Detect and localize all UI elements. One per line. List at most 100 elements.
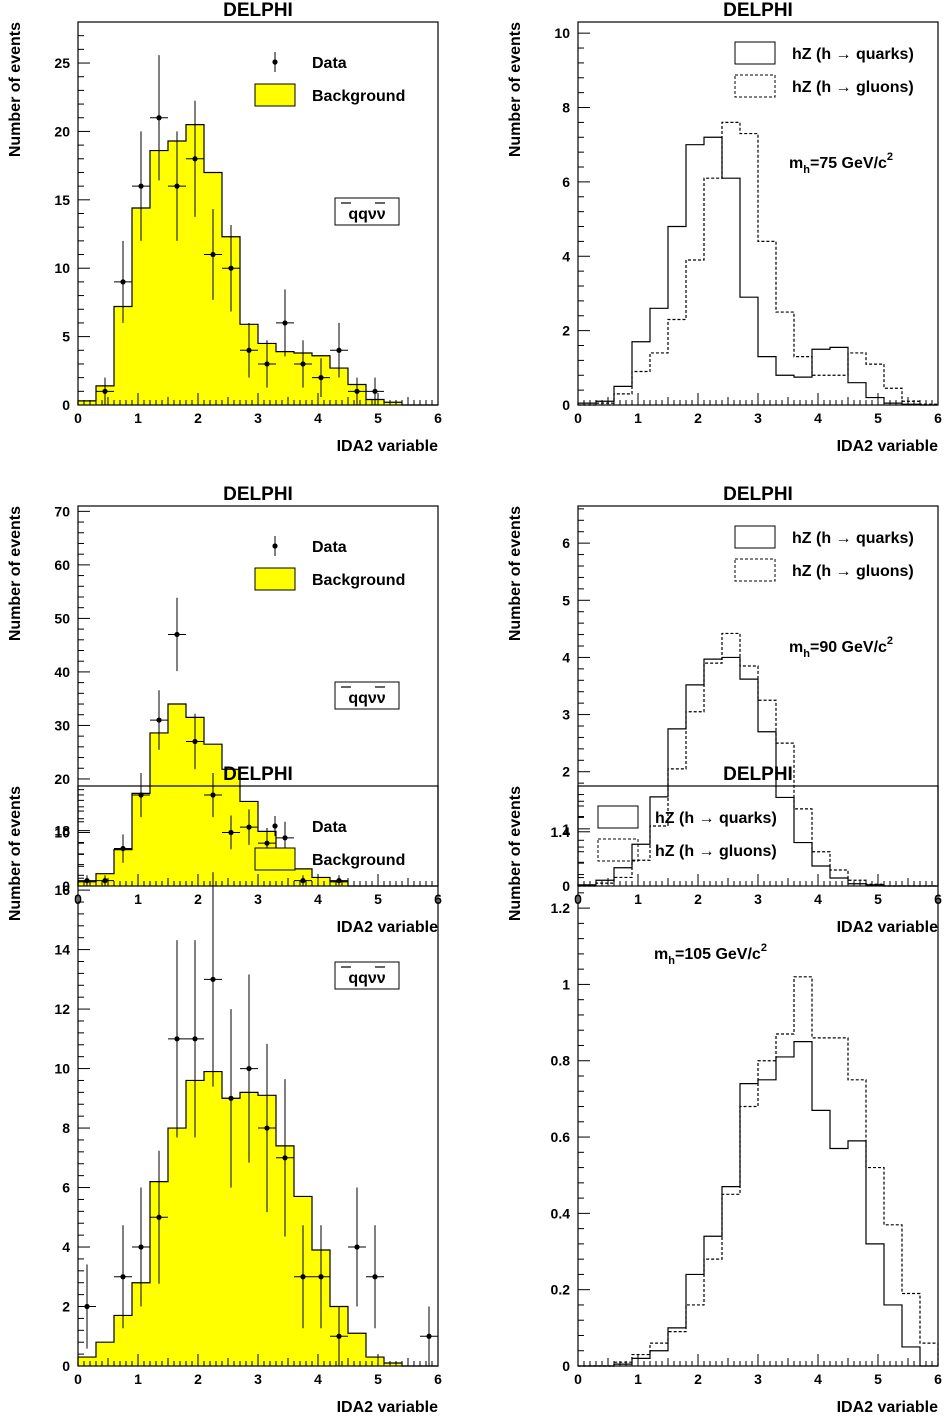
series-line-quarks: [577, 136, 938, 406]
legend-swatch-quarks: [597, 805, 639, 829]
x-tick-label: 5: [874, 891, 882, 907]
legend-label-background: Background: [312, 852, 405, 869]
y-tick-label: 0: [562, 878, 570, 894]
x-tick-label: 2: [194, 410, 202, 426]
x-tick-label: 1: [134, 1371, 142, 1387]
x-tick-label: 4: [314, 891, 322, 907]
data-point: [318, 375, 324, 381]
data-point: [120, 1274, 126, 1280]
y-tick-label: 70: [54, 503, 70, 519]
y-tick-label: 20: [54, 123, 70, 139]
x-axis-label: IDA2 variable: [837, 1399, 938, 1416]
background-bar: [384, 1363, 402, 1366]
background-bar: [132, 793, 150, 886]
y-tick-label: 2: [562, 323, 570, 339]
chart-title: DELPHI: [223, 0, 293, 21]
legend-label-data: Data: [312, 539, 347, 556]
y-tick-label: 0: [62, 1358, 70, 1374]
legend-background-swatch: [254, 567, 296, 591]
legend-data-marker-dot: [272, 59, 278, 65]
y-axis-label: Number of events: [7, 786, 24, 921]
x-tick-label: 3: [754, 891, 762, 907]
data-point: [354, 1244, 360, 1250]
data-point: [84, 878, 90, 884]
legend-swatch-gluons: [734, 558, 776, 582]
x-tick-label: 5: [374, 1371, 382, 1387]
x-tick-label: 0: [74, 410, 82, 426]
y-tick-label: 0: [62, 878, 70, 894]
data-point: [246, 824, 252, 830]
y-tick-label: 6: [62, 1180, 70, 1196]
y-tick-label: 10: [54, 824, 70, 840]
data-point: [282, 1155, 288, 1161]
data-points: [78, 597, 348, 886]
x-tick-label: 4: [314, 410, 322, 426]
y-tick-label: 12: [54, 1001, 70, 1017]
background-histogram: [77, 1070, 438, 1367]
background-bar: [348, 1333, 366, 1366]
legend-label-background: Background: [312, 88, 405, 105]
x-tick-label: 4: [814, 1371, 822, 1387]
legend-swatch-quarks: [734, 525, 776, 549]
x-tick-label: 3: [754, 1371, 762, 1387]
x-axis-label: IDA2 variable: [337, 919, 438, 936]
y-tick-label: 2: [562, 764, 570, 780]
data-point: [156, 115, 162, 121]
legend-label-data: Data: [312, 55, 347, 72]
background-bar: [204, 1071, 222, 1366]
background-bar: [276, 351, 294, 405]
background-bar: [366, 1357, 384, 1366]
y-tick-label: 0.8: [551, 1053, 571, 1069]
process-label: qqνν: [348, 206, 385, 223]
background-bar: [186, 1080, 204, 1366]
legend-label-gluons: hZ (h → gluons): [792, 563, 914, 580]
y-tick-label: 20: [54, 771, 70, 787]
data-point: [246, 1065, 252, 1072]
background-bar: [168, 1128, 186, 1366]
data-point: [192, 1036, 198, 1042]
process-label: qqνν: [348, 690, 385, 707]
panel-6: DELPHI 0 1 2 3 4 5 6 0 0.2 0.4 0.6 0.8 1 1.2 1.4 IDA2 va…: [507, 764, 942, 1416]
data-point: [372, 388, 378, 394]
legend-label-quarks: hZ (h → quarks): [792, 530, 914, 547]
y-tick-label: 1.4: [551, 824, 571, 840]
background-bar: [114, 1315, 132, 1366]
y-tick-label: 8: [62, 1120, 70, 1136]
background-bar: [78, 1357, 96, 1366]
background-bar: [222, 236, 240, 405]
background-bar: [168, 141, 186, 405]
background-bar: [330, 368, 348, 405]
background-bar: [276, 1145, 294, 1366]
y-tick-label: 4: [62, 1239, 70, 1255]
y-axis-label: Number of events: [507, 786, 524, 921]
y-tick-label: 1: [562, 821, 570, 837]
y-axis-label: Number of events: [7, 22, 24, 157]
y-tick-label: 50: [54, 610, 70, 626]
x-tick-label: 5: [374, 410, 382, 426]
x-axis-label: IDA2 variable: [337, 1399, 438, 1416]
data-point: [156, 1214, 162, 1220]
data-point: [102, 878, 108, 884]
legend-swatch-gluons: [734, 74, 776, 98]
y-axis-label: Number of events: [7, 506, 24, 641]
background-bar: [168, 704, 186, 886]
data-point: [192, 156, 198, 162]
data-point: [228, 265, 234, 271]
y-tick-label: 40: [54, 664, 70, 680]
data-point: [336, 1333, 342, 1339]
background-bar: [114, 849, 132, 886]
y-tick-label: 16: [54, 882, 70, 898]
panel-1: DELPHI 0 1 2 3 4 5 6 0 5 10 15 20 25 IDA2 variable Numb…: [7, 0, 442, 455]
y-tick-label: 15: [54, 192, 70, 208]
x-tick-label: 4: [814, 891, 822, 907]
background-bar: [186, 124, 204, 405]
x-tick-label: 1: [134, 410, 142, 426]
x-tick-label: 1: [634, 891, 642, 907]
y-axis-label: Number of events: [507, 506, 524, 641]
legend-data-marker-dot: [272, 543, 278, 549]
data-point: [300, 878, 306, 884]
